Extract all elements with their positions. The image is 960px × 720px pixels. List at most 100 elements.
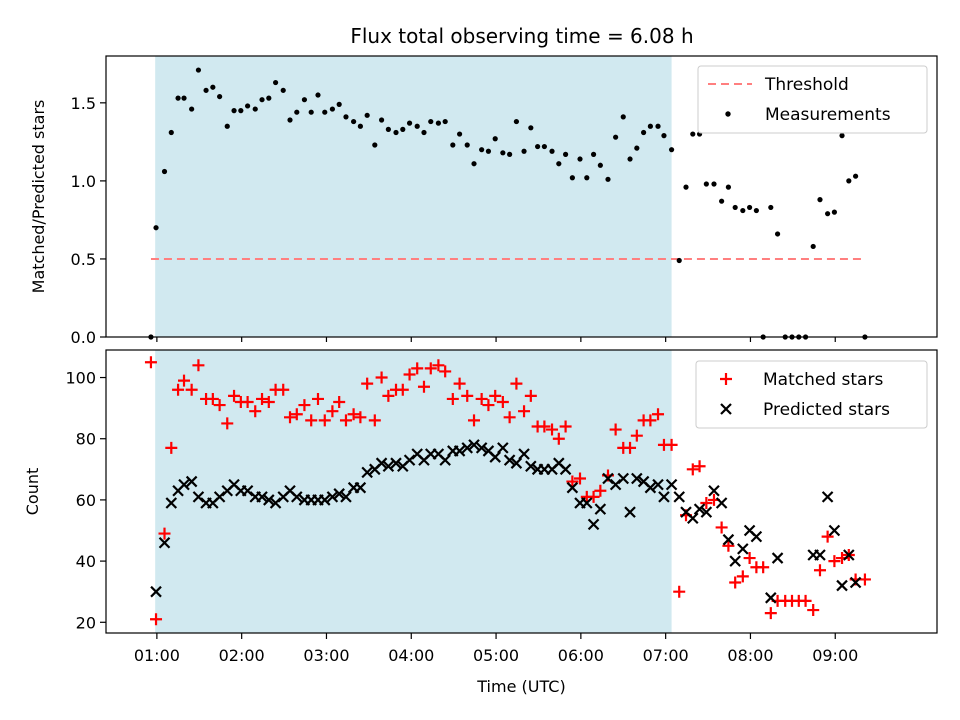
measurement-point [280,87,286,93]
measurement-point [549,148,555,154]
matched-star-point [496,396,509,409]
measurement-point [400,126,406,132]
measurement-point [676,257,682,264]
top-legend: Threshold Measurements [697,65,928,134]
matched-star-point [715,521,728,534]
matched-star-point [574,472,587,485]
measurement-point [747,204,753,211]
measurement-point [287,117,293,123]
predicted-star-point [843,549,855,561]
matched-star-point [799,594,812,607]
matched-star-point [375,371,388,384]
top-y-tick-label: 0.0 [71,328,96,347]
matched-star-point [241,396,254,409]
matched-star-point [510,377,523,390]
measurement-point [442,118,448,125]
predicted-star-point [518,448,530,460]
predicted-star-point [631,472,643,485]
predicted-star-point [497,442,509,454]
x-tick-label: 01:00 [134,646,180,665]
matched-star-point [673,585,686,598]
matched-star-point [624,441,637,454]
predicted-star-point [729,555,741,567]
predicted-star-point [652,478,664,491]
matched-star-point [566,475,579,488]
measurements-series [148,67,868,340]
measurement-point [753,207,759,214]
predicted-star-point [737,543,749,555]
matched-star-point [743,552,756,565]
matched-star-point [807,604,820,617]
predicted-star-point [453,445,466,457]
measurement-point [329,106,336,112]
bottom-y-tick-label: 60 [76,491,96,510]
bottom-legend: Matched stars Predicted stars [695,360,928,429]
measurement-point [485,148,492,154]
observing-window-shade-top [155,56,672,337]
matched-star-point [736,570,749,583]
matched-star-point [318,414,331,427]
matched-star-point [185,383,198,396]
matched-star-point [700,496,713,509]
matched-star-point [722,539,735,552]
top-legend-box [697,65,928,134]
predicted-star-point [263,494,275,506]
predicted-star-point [700,506,713,518]
matched-star-point [326,405,339,418]
measurement-point [668,147,675,153]
predicted-star-point [382,460,395,473]
predicted-star-point [814,549,826,561]
measurement-point [357,123,363,129]
matched-star-point [559,420,572,433]
matched-star-point [290,408,303,421]
matched-star-point [213,399,226,412]
legend-measurements-label: Measurements [765,105,891,125]
matched-star-point [228,389,241,402]
measurement-point [740,207,746,214]
matched-star-point [206,392,219,405]
bottom-legend-box [695,360,928,429]
measurement-point [322,109,328,115]
predicted-star-point [318,494,331,506]
predicted-star-point [468,439,480,451]
matched-star-point [172,383,185,396]
measurement-point [584,175,590,181]
measurement-point [703,181,709,187]
matched-star-point [594,484,607,497]
predicted-star-point [687,512,699,525]
x-tick-label: 06:00 [558,646,604,665]
predicted-star-point [693,503,706,515]
matched-star-point [417,380,430,393]
top-x-ticks [156,337,836,342]
matched-stars-series [144,356,871,626]
matched-star-point [587,490,600,503]
matched-star-point [644,414,657,427]
matched-star-point [609,423,622,436]
top-plot-frame [105,55,938,338]
measurement-point [181,95,187,101]
matched-star-point [333,396,346,409]
legend-matched-swatch [720,373,732,385]
measurement-point [471,161,477,167]
matched-star-point [546,423,559,436]
predicted-star-point [821,491,834,503]
matched-star-point [503,411,516,424]
measurement-point [168,129,174,136]
measurement-point [817,197,823,203]
measurement-point [613,134,619,140]
matched-star-point [518,405,531,418]
measurement-point [528,125,534,131]
measurement-point [161,168,168,175]
measurement-point [590,151,597,157]
measurement-point [266,95,272,101]
measurement-point [541,143,547,150]
bottom-plot-frame [105,349,938,634]
measurement-point [245,103,251,109]
predicted-star-point [333,488,345,500]
matched-star-point [249,405,262,418]
measurement-point [385,126,391,132]
matched-star-point [305,414,318,427]
matched-star-point [192,359,205,372]
x-tick-label: 07:00 [643,646,689,665]
matched-star-point [221,417,234,430]
